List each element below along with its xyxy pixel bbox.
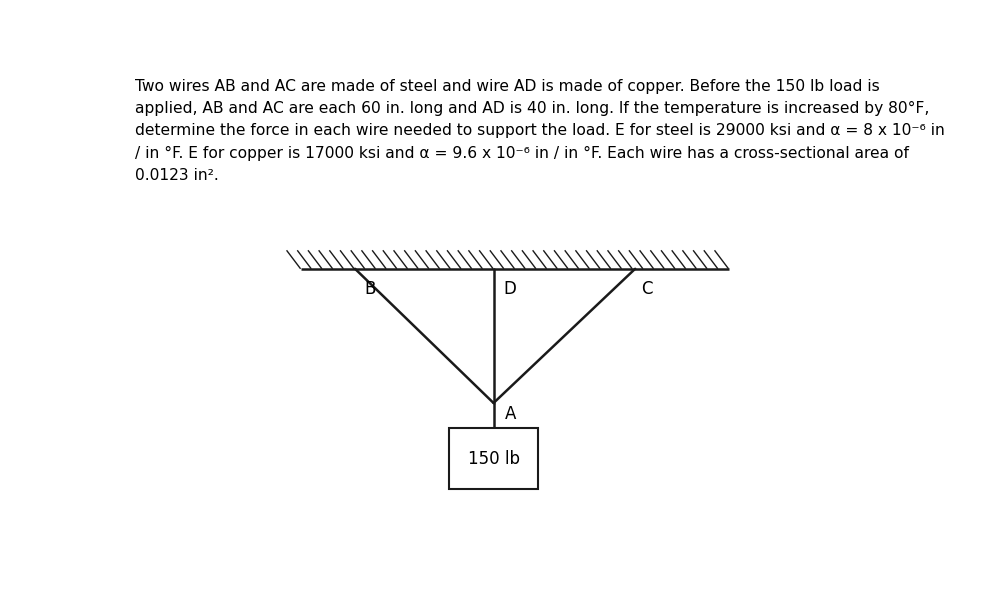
- Bar: [448, 429, 538, 489]
- Text: C: C: [641, 281, 652, 298]
- Text: B: B: [364, 281, 375, 298]
- Text: D: D: [503, 281, 516, 298]
- Text: A: A: [505, 405, 517, 423]
- Text: 150 lb: 150 lb: [467, 450, 519, 468]
- Text: Two wires AB and AC are made of steel and wire AD is made of copper. Before the : Two wires AB and AC are made of steel an…: [134, 79, 944, 183]
